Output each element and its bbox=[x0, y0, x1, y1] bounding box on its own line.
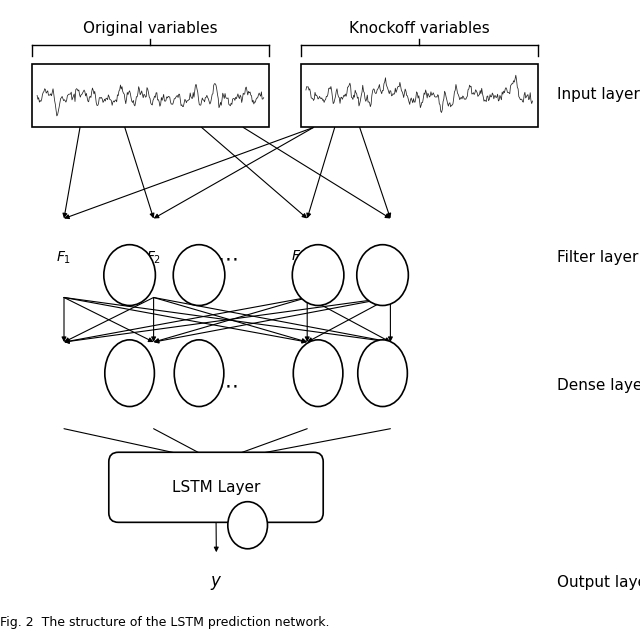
Text: Original variables: Original variables bbox=[83, 20, 218, 36]
Text: Fig. 2  The structure of the LSTM prediction network.: Fig. 2 The structure of the LSTM predict… bbox=[0, 617, 330, 629]
Text: $y$: $y$ bbox=[210, 574, 223, 592]
Text: $F_2$: $F_2$ bbox=[146, 250, 161, 266]
Text: Input layer: Input layer bbox=[557, 87, 639, 102]
Text: Knockoff variables: Knockoff variables bbox=[349, 20, 490, 36]
Text: LSTM Layer: LSTM Layer bbox=[172, 480, 260, 495]
Text: $F_{p-1}$: $F_{p-1}$ bbox=[291, 249, 324, 267]
Text: $F_1$: $F_1$ bbox=[56, 250, 72, 266]
Bar bbox=[301, 64, 538, 127]
FancyBboxPatch shape bbox=[109, 452, 323, 522]
Text: $\cdots$: $\cdots$ bbox=[217, 375, 237, 396]
Text: Output layer: Output layer bbox=[557, 575, 640, 590]
Text: $F_p$: $F_p$ bbox=[383, 249, 398, 267]
Text: Filter layer: Filter layer bbox=[557, 250, 638, 266]
Text: Dense layer: Dense layer bbox=[557, 378, 640, 393]
Text: $\cdots$: $\cdots$ bbox=[217, 248, 237, 268]
Bar bbox=[32, 64, 269, 127]
